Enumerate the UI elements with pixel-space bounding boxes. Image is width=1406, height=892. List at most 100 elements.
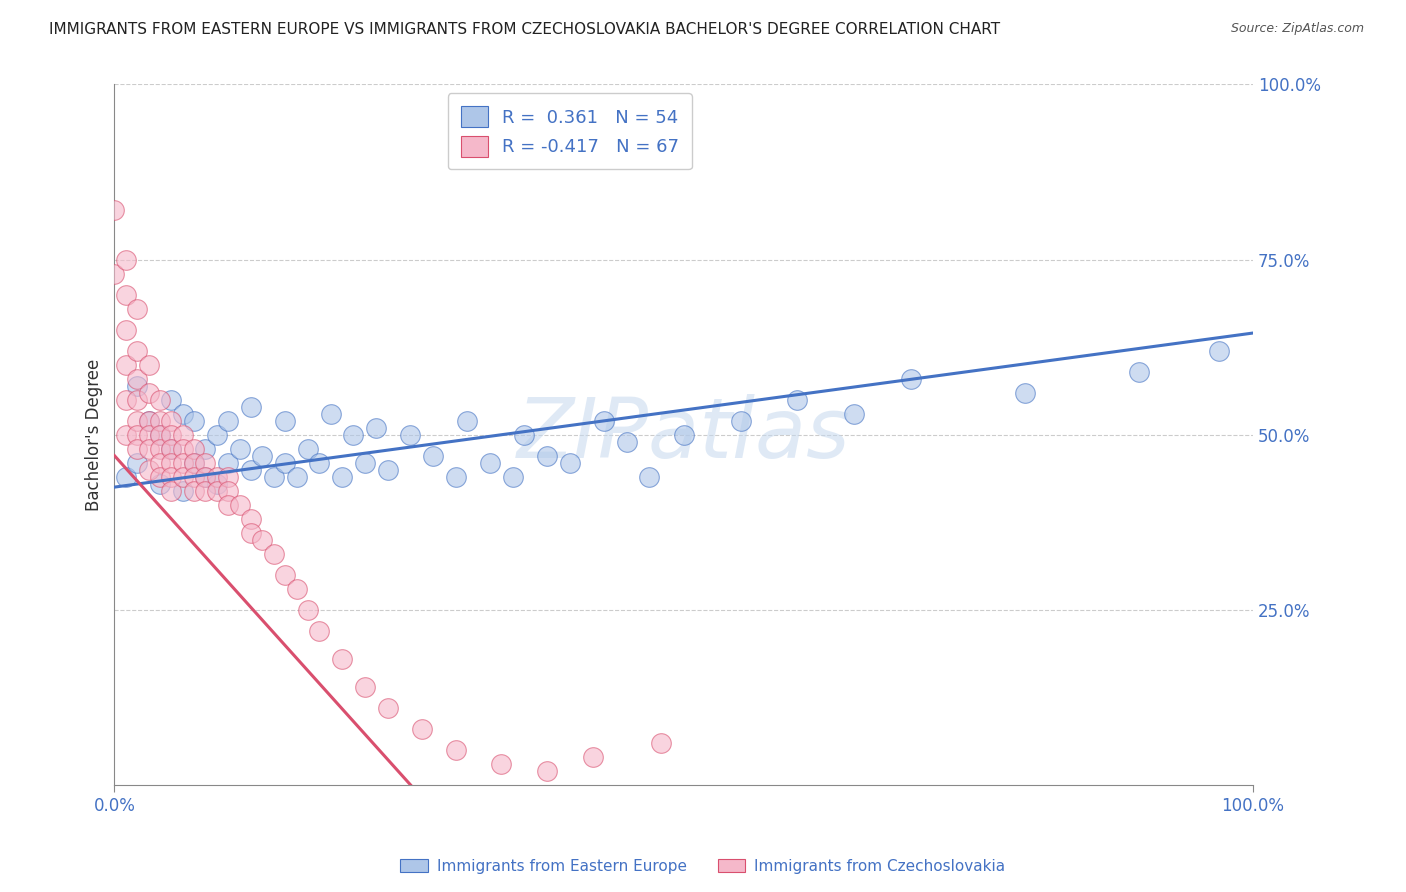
Point [149,442,172,456]
Point [172,469,194,483]
Point [252,449,274,463]
Point [444,743,467,757]
Point [354,680,377,694]
Point [127,442,149,456]
Point [149,427,172,442]
Point [297,602,319,616]
Point [127,371,149,385]
Point [138,358,160,372]
Point [205,476,228,491]
Legend: Immigrants from Eastern Europe, Immigrants from Czechoslovakia: Immigrants from Eastern Europe, Immigran… [394,853,1012,880]
Point [205,469,228,483]
Point [240,400,263,414]
Point [900,371,922,385]
Point [138,427,160,442]
Point [502,469,524,483]
Point [194,442,217,456]
Point [103,203,125,218]
Point [1128,365,1150,379]
Point [330,651,353,665]
Point [183,456,205,470]
Point [411,722,433,736]
Point [274,456,297,470]
Point [160,483,183,498]
Point [183,414,205,428]
Point [114,252,136,267]
Point [479,456,502,470]
Point [536,764,558,778]
Point [240,511,263,525]
Point [285,469,308,483]
Point [1208,343,1230,358]
Point [786,392,808,407]
Point [217,483,239,498]
Y-axis label: Bachelor's Degree: Bachelor's Degree [86,359,103,511]
Point [149,414,172,428]
Point [240,462,263,476]
Point [285,582,308,596]
Point [513,427,536,442]
Point [354,456,377,470]
Point [308,624,330,638]
Point [194,483,217,498]
Point [114,287,136,301]
Point [194,469,217,483]
Point [263,469,285,483]
Point [558,456,581,470]
Point [844,407,866,421]
Point [114,392,136,407]
Point [263,547,285,561]
Point [172,442,194,456]
Point [456,414,478,428]
Text: ZIPatlas: ZIPatlas [517,394,851,475]
Legend: R =  0.361   N = 54, R = -0.417   N = 67: R = 0.361 N = 54, R = -0.417 N = 67 [449,94,692,169]
Point [127,456,149,470]
Point [730,414,752,428]
Point [491,756,513,771]
Point [160,456,183,470]
Point [308,456,330,470]
Point [183,483,205,498]
Point [194,469,217,483]
Point [127,378,149,392]
Point [138,385,160,400]
Point [616,434,638,449]
Point [160,442,183,456]
Point [160,427,183,442]
Point [1014,385,1036,400]
Point [366,420,388,434]
Point [149,469,172,483]
Point [581,749,603,764]
Point [160,442,183,456]
Point [103,267,125,281]
Point [342,427,364,442]
Point [274,414,297,428]
Point [149,392,172,407]
Point [217,469,239,483]
Point [319,407,342,421]
Point [217,498,239,512]
Point [228,442,250,456]
Point [114,427,136,442]
Point [138,442,160,456]
Point [274,567,297,582]
Text: Source: ZipAtlas.com: Source: ZipAtlas.com [1230,22,1364,36]
Point [172,407,194,421]
Point [650,736,672,750]
Point [252,533,274,547]
Point [297,442,319,456]
Text: IMMIGRANTS FROM EASTERN EUROPE VS IMMIGRANTS FROM CZECHOSLOVAKIA BACHELOR'S DEGR: IMMIGRANTS FROM EASTERN EUROPE VS IMMIGR… [49,22,1000,37]
Point [536,449,558,463]
Point [149,427,172,442]
Point [228,498,250,512]
Point [183,456,205,470]
Point [205,427,228,442]
Point [149,476,172,491]
Point [183,469,205,483]
Point [172,456,194,470]
Point [240,525,263,540]
Point [127,427,149,442]
Point [127,392,149,407]
Point [399,427,422,442]
Point [160,469,183,483]
